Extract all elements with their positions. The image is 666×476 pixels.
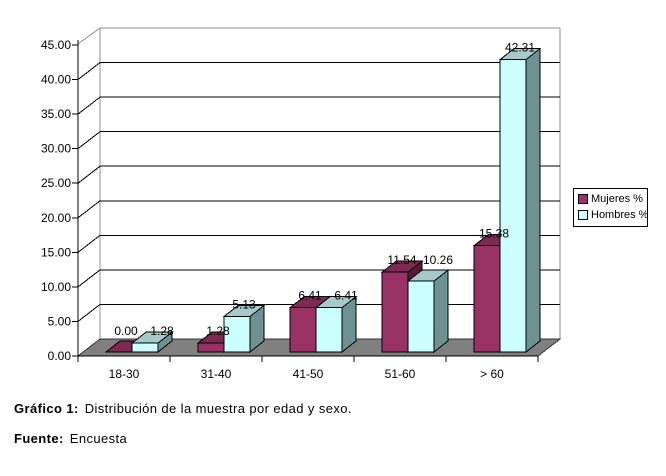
bar-mujeres-1-front — [197, 342, 225, 353]
gridline-connector — [77, 131, 101, 150]
data-label-mujeres: 15.38 — [479, 227, 509, 241]
gridline-connector — [77, 62, 101, 80]
gridline-connector — [77, 304, 101, 322]
legend-label-hombres: Hombres % — [591, 209, 649, 221]
data-label-hombres: 6.41 — [334, 289, 358, 303]
gridline-connector — [77, 165, 101, 184]
bar-mujeres-2-front — [289, 307, 317, 353]
gridline-connector — [77, 234, 101, 253]
bar-hombres-3-side — [433, 269, 449, 354]
legend-item-mujeres: Mujeres % — [578, 192, 643, 206]
y-tick-label: 20.00 — [41, 211, 71, 225]
gridline-connector — [77, 269, 101, 288]
category-label: 41-50 — [293, 367, 324, 381]
gridline-connector — [77, 96, 101, 115]
bar-hombres-4-side — [525, 47, 541, 354]
category-label: 31-40 — [201, 367, 232, 381]
caption-text: Distribución de la muestra por edad y se… — [84, 401, 352, 416]
legend-item-hombres: Hombres % — [578, 208, 648, 222]
y-tick-label: 5.00 — [48, 314, 72, 328]
caption-label: Gráfico 1: — [14, 401, 79, 416]
category-label: 51-60 — [385, 367, 416, 381]
y-tick-label: 0.00 — [48, 349, 72, 363]
bar-hombres-4-front — [499, 59, 527, 353]
legend-swatch-mujeres-icon — [578, 194, 588, 204]
legend-swatch-hombres-icon — [578, 210, 588, 220]
gridline-connector — [77, 200, 101, 219]
source-label: Fuente: — [14, 431, 64, 446]
data-label-mujeres: 11.54 — [387, 253, 416, 267]
y-tick-label: 15.00 — [41, 245, 71, 259]
y-tick-label: 40.00 — [41, 73, 71, 87]
data-label-hombres: 5.13 — [232, 298, 256, 312]
bar-hombres-1-front — [223, 316, 251, 353]
y-tick-label: 45.00 — [41, 38, 71, 52]
bar-hombres-3-front — [407, 280, 435, 353]
category-label: > 60 — [480, 367, 504, 381]
bar-mujeres-4-front — [473, 245, 501, 353]
wall-top-diagonal — [77, 27, 101, 45]
legend-label-mujeres: Mujeres % — [591, 193, 643, 205]
bar-chart-3d: 0.00 5.00 10.00 15.00 20.00 25.00 30.00 35.00 40… — [41, 27, 562, 381]
chart-legend: Mujeres % Hombres % — [573, 188, 648, 227]
bar-mujeres-3-front — [381, 271, 409, 353]
category-label: 18-30 — [109, 367, 140, 381]
data-label-mujeres: 6.41 — [298, 289, 322, 303]
data-label-hombres: 42.31 — [505, 41, 535, 55]
y-tick-label: 35.00 — [41, 107, 71, 121]
figure-source: Fuente: Encuesta — [14, 431, 127, 446]
data-label-hombres: 1.28 — [150, 324, 174, 338]
y-tick-label: 25.00 — [41, 176, 71, 190]
data-label-mujeres: 1.28 — [206, 324, 230, 338]
data-label-hombres: 10.26 — [423, 253, 453, 267]
figure-caption: Gráfico 1: Distribución de la muestra por… — [14, 401, 352, 416]
source-text: Encuesta — [69, 431, 128, 446]
y-tick-label: 10.00 — [41, 280, 71, 294]
bar-hombres-2-front — [315, 307, 343, 353]
data-label-mujeres: 0.00 — [114, 324, 138, 338]
bar-hombres-0-front — [131, 342, 159, 353]
y-tick-label: 30.00 — [41, 142, 71, 156]
